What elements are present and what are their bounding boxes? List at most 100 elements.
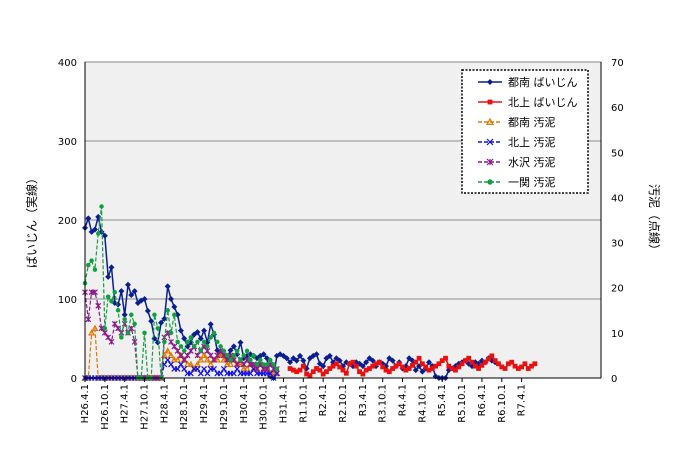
data-point <box>287 359 294 366</box>
data-point <box>102 326 108 331</box>
legend-item: 水沢 汚泥 <box>478 155 556 169</box>
right-tick-label: 50 <box>611 148 624 159</box>
data-point <box>184 360 192 368</box>
data-point <box>453 367 458 373</box>
data-point <box>416 355 422 361</box>
data-point <box>267 370 274 377</box>
data-point <box>230 343 237 350</box>
data-point <box>261 362 266 367</box>
data-point <box>175 339 180 345</box>
data-point <box>413 359 419 365</box>
legend-item: 北上 ばいじん <box>478 96 578 109</box>
data-point <box>462 358 468 364</box>
data-point <box>224 353 230 358</box>
data-point <box>201 327 208 334</box>
data-point <box>217 347 224 354</box>
data-point <box>194 329 201 336</box>
right-tick-label: 70 <box>611 58 624 69</box>
data-point <box>300 357 307 364</box>
data-point <box>89 258 94 263</box>
data-point <box>509 359 515 365</box>
data-point <box>243 365 251 372</box>
data-point <box>168 296 174 302</box>
data-point <box>214 352 221 359</box>
data-point <box>234 366 241 372</box>
data-point <box>187 370 194 377</box>
data-point <box>487 179 493 185</box>
data-point <box>161 315 168 322</box>
data-point <box>85 215 92 222</box>
data-point <box>188 335 194 340</box>
data-point <box>330 363 336 369</box>
data-point <box>367 366 372 371</box>
data-point <box>211 366 217 372</box>
data-point <box>410 362 415 368</box>
data-point <box>211 357 217 363</box>
x-tick-label: H31.4.1 <box>278 384 289 423</box>
legend-label: 都南 汚泥 <box>508 116 556 129</box>
data-point <box>273 369 281 377</box>
data-point <box>290 367 296 373</box>
data-point <box>231 353 237 358</box>
data-point <box>201 339 207 345</box>
data-point <box>502 366 508 371</box>
data-point <box>164 347 172 354</box>
data-point <box>112 289 118 295</box>
data-point <box>148 318 155 325</box>
data-point <box>320 363 327 370</box>
data-point <box>532 361 538 367</box>
data-point <box>310 369 316 375</box>
data-point <box>343 370 349 376</box>
legend-box <box>461 69 589 194</box>
data-point <box>326 352 333 359</box>
data-point <box>297 352 303 359</box>
right-tick-label: 10 <box>611 329 624 340</box>
data-point <box>260 351 267 358</box>
data-point <box>283 355 290 362</box>
data-point <box>197 335 204 342</box>
data-point <box>88 329 96 336</box>
data-point <box>320 371 326 377</box>
legend-label: 一関 汚泥 <box>508 176 556 189</box>
data-point <box>429 366 435 371</box>
x-tick-label: R1.10.1 <box>298 384 309 423</box>
data-point <box>213 356 221 363</box>
data-point <box>389 357 396 364</box>
data-point <box>218 344 223 349</box>
data-point <box>439 358 445 364</box>
data-point <box>317 367 323 373</box>
data-point <box>466 355 472 361</box>
data-point <box>208 335 213 340</box>
left-tick-label: 0 <box>71 374 77 385</box>
data-point <box>121 311 128 318</box>
data-point <box>105 273 112 280</box>
data-point <box>132 321 137 327</box>
data-point <box>419 361 425 367</box>
data-point <box>525 366 531 371</box>
data-point <box>181 357 188 363</box>
data-point <box>207 352 214 359</box>
x-tick-label: R4.4.1 <box>398 384 409 416</box>
data-point <box>360 371 366 377</box>
data-point <box>191 344 197 349</box>
data-point <box>396 361 402 367</box>
data-point <box>217 370 224 377</box>
data-point <box>174 311 181 318</box>
right-tick-label: 20 <box>611 284 624 295</box>
data-point <box>200 351 208 359</box>
legend-label: 北上 ばいじん <box>508 96 578 109</box>
data-point <box>251 353 256 358</box>
data-point <box>181 348 187 354</box>
data-point <box>91 324 99 331</box>
data-point <box>205 344 210 349</box>
data-point <box>195 339 200 345</box>
data-point <box>287 366 293 371</box>
left-tick-label: 400 <box>58 58 77 69</box>
left-axis-label: ばいじん（実線） <box>24 172 39 268</box>
data-point <box>476 366 482 371</box>
data-point <box>370 363 376 369</box>
data-point <box>152 312 157 318</box>
data-point <box>101 232 108 239</box>
